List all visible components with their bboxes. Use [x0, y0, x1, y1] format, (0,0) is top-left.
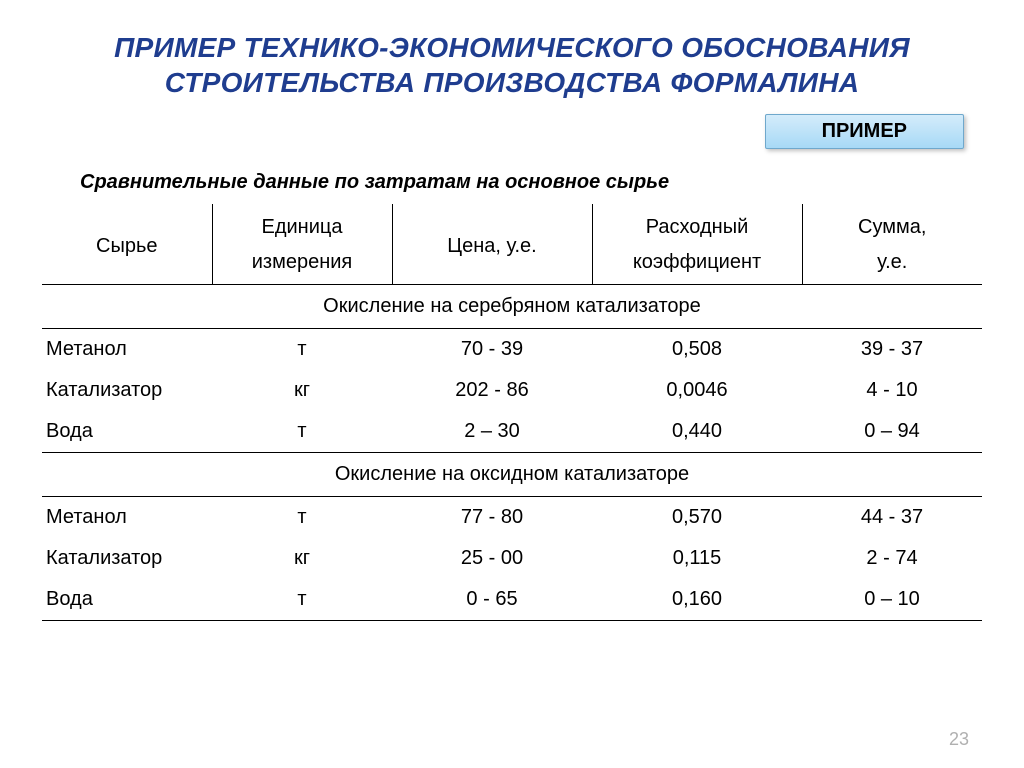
cell-unit: кг [212, 370, 392, 411]
cell-price: 0 - 65 [392, 579, 592, 621]
cell-price: 202 - 86 [392, 370, 592, 411]
cell-name: Метанол [42, 497, 212, 539]
col-header-unit-top: Единица [212, 204, 392, 247]
col-header-material: Сырье [42, 204, 212, 285]
title-line-2: СТРОИТЕЛЬСТВА ПРОИЗВОДСТВА ФОРМАЛИНА [165, 67, 860, 98]
cell-sum: 0 – 94 [802, 411, 982, 453]
cell-name: Вода [42, 411, 212, 453]
table-caption: Сравнительные данные по затратам на осно… [80, 171, 984, 194]
col-header-sum-bot: у.е. [802, 247, 982, 285]
cell-sum: 39 - 37 [802, 329, 982, 371]
cell-name: Метанол [42, 329, 212, 371]
cell-unit: т [212, 329, 392, 371]
cell-unit: т [212, 497, 392, 539]
cell-name: Вода [42, 579, 212, 621]
cost-table: Сырье Единица Цена, у.е. Расходный Сумма… [42, 204, 982, 621]
title-line-1: ПРИМЕР ТЕХНИКО-ЭКОНОМИЧЕСКОГО ОБОСНОВАНИ… [114, 32, 910, 63]
cell-sum: 4 - 10 [802, 370, 982, 411]
cell-sum: 44 - 37 [802, 497, 982, 539]
table-row: Метанол т 77 - 80 0,570 44 - 37 [42, 497, 982, 539]
page-number: 23 [949, 729, 969, 750]
cell-price: 77 - 80 [392, 497, 592, 539]
cell-unit: т [212, 411, 392, 453]
section-header-1: Окисление на серебряном катализаторе [42, 285, 982, 329]
cell-coef: 0,570 [592, 497, 802, 539]
cell-coef: 0,160 [592, 579, 802, 621]
slide-title: ПРИМЕР ТЕХНИКО-ЭКОНОМИЧЕСКОГО ОБОСНОВАНИ… [40, 30, 984, 100]
section-header-2: Окисление на оксидном катализаторе [42, 453, 982, 497]
col-header-coef-bot: коэффициент [592, 247, 802, 285]
cell-unit: т [212, 579, 392, 621]
table-row: Катализатор кг 202 - 86 0,0046 4 - 10 [42, 370, 982, 411]
cell-sum: 2 - 74 [802, 538, 982, 579]
col-header-sum-top: Сумма, [802, 204, 982, 247]
table-row: Метанол т 70 - 39 0,508 39 - 37 [42, 329, 982, 371]
table-header-row-top: Сырье Единица Цена, у.е. Расходный Сумма… [42, 204, 982, 247]
example-badge: ПРИМЕР [765, 114, 964, 149]
cell-price: 25 - 00 [392, 538, 592, 579]
cell-coef: 0,440 [592, 411, 802, 453]
badge-container: ПРИМЕР [40, 114, 984, 149]
table-row: Вода т 0 - 65 0,160 0 – 10 [42, 579, 982, 621]
col-header-coef-top: Расходный [592, 204, 802, 247]
cell-coef: 0,508 [592, 329, 802, 371]
cell-coef: 0,115 [592, 538, 802, 579]
table-row: Катализатор кг 25 - 00 0,115 2 - 74 [42, 538, 982, 579]
col-header-unit-bot: измерения [212, 247, 392, 285]
cell-sum: 0 – 10 [802, 579, 982, 621]
table-row: Вода т 2 – 30 0,440 0 – 94 [42, 411, 982, 453]
cell-price: 2 – 30 [392, 411, 592, 453]
section-2-label: Окисление на оксидном катализаторе [42, 453, 982, 497]
section-1-label: Окисление на серебряном катализаторе [42, 285, 982, 329]
cell-name: Катализатор [42, 538, 212, 579]
cell-name: Катализатор [42, 370, 212, 411]
cell-price: 70 - 39 [392, 329, 592, 371]
cell-coef: 0,0046 [592, 370, 802, 411]
cell-unit: кг [212, 538, 392, 579]
col-header-price: Цена, у.е. [392, 204, 592, 285]
